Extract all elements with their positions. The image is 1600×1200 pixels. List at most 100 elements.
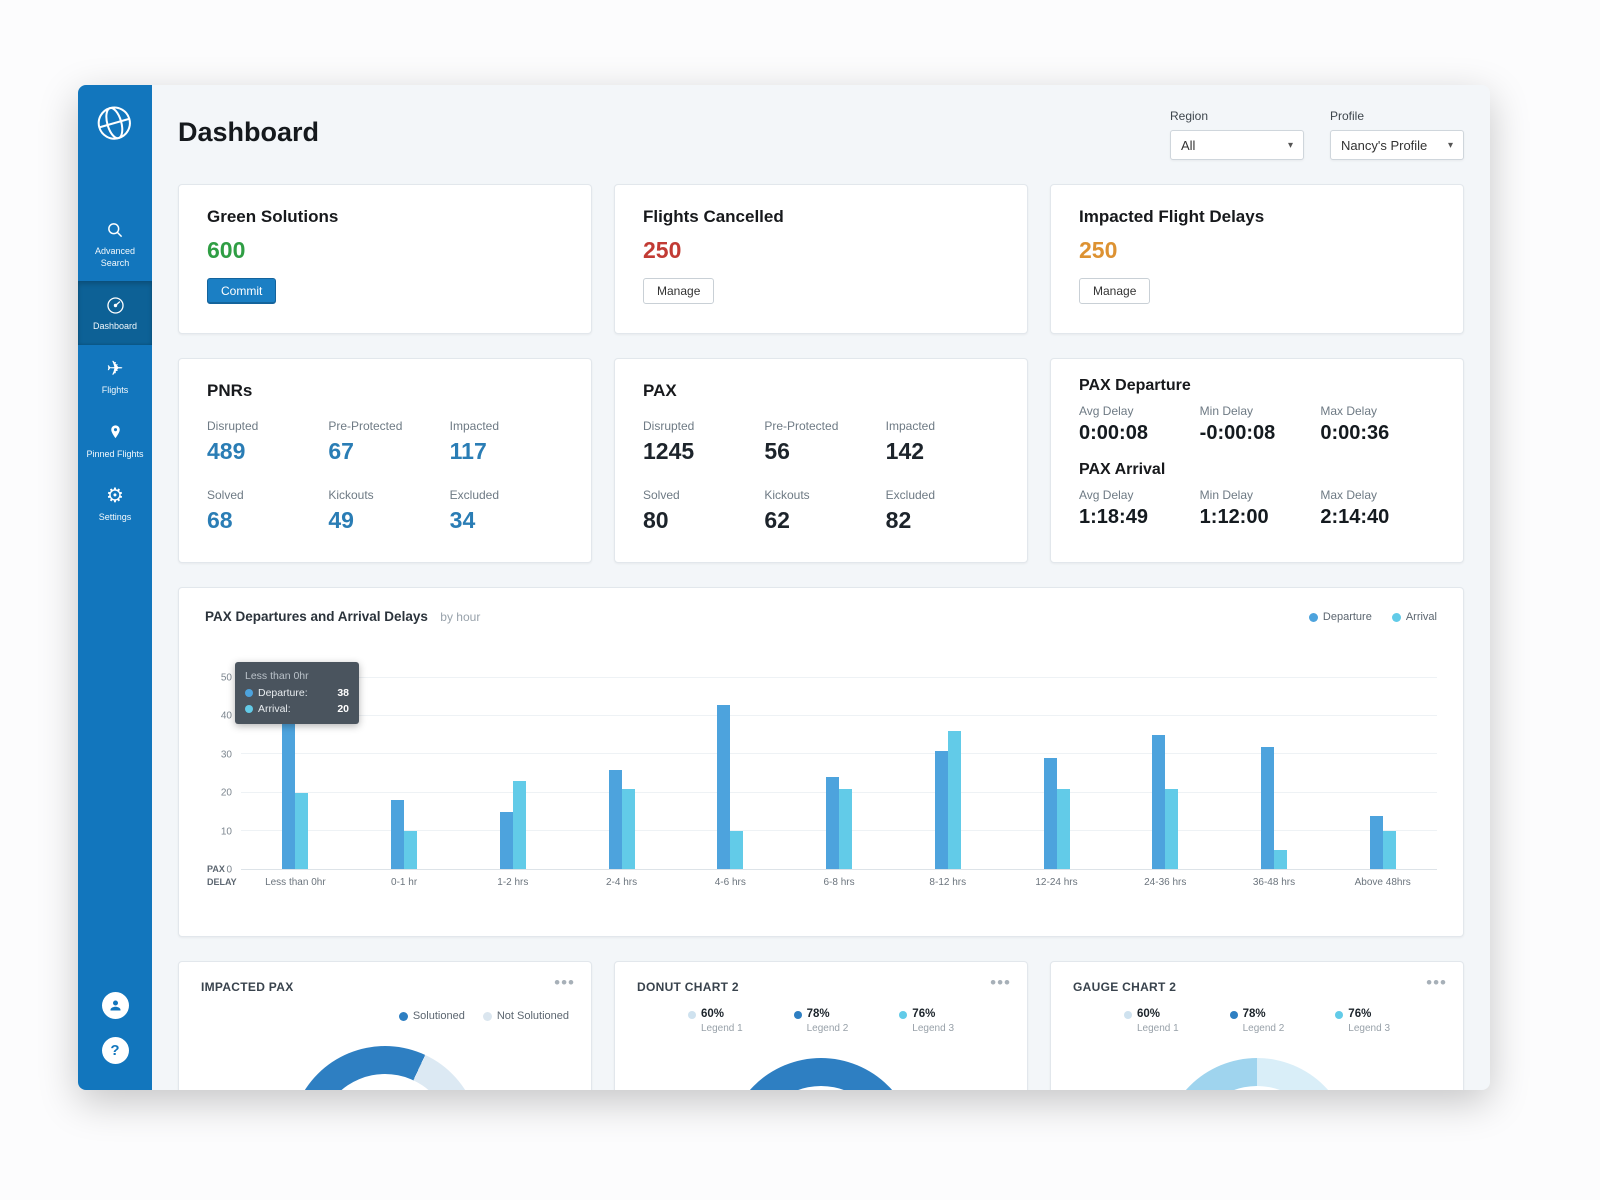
bar-group-7[interactable] [1002, 678, 1111, 869]
pax-delay-card: PAX Departure Avg Delay 0:00:08 Min Delay… [1050, 358, 1464, 563]
bar-group-0[interactable] [241, 678, 350, 869]
bar-departure-7[interactable] [1043, 758, 1057, 869]
pax-arrival-title: PAX Arrival [1079, 461, 1166, 478]
pax-departure-section: PAX Departure Avg Delay 0:00:08 Min Delay… [1079, 377, 1435, 445]
bar-group-4[interactable] [676, 678, 785, 869]
gauge-chart-2[interactable] [1162, 1058, 1352, 1090]
page-header: Dashboard Region All ▾ Profile Nancy's P… [178, 109, 1464, 160]
sidebar-item-label: Settings [98, 512, 132, 523]
legend-3[interactable]: 76% Legend 3 [1335, 1008, 1390, 1034]
sidebar-bottom: ? [101, 992, 129, 1090]
bar-arrival-1[interactable] [404, 830, 418, 869]
bar-arrival-10[interactable] [1382, 830, 1396, 869]
bar-departure-5[interactable] [826, 777, 840, 869]
gauge-chart-2-title: GAUGE CHART 2 [1073, 980, 1177, 994]
bar-arrival-9[interactable] [1273, 849, 1287, 869]
bar-arrival-5[interactable] [839, 788, 853, 869]
donut-chart-2-legend: 60% Legend 1 78% Legend 2 76% Legend 3 [637, 1008, 1005, 1034]
pax-card: PAX Disrupted 1245 Pre-Protected 56 Impact… [614, 358, 1028, 563]
sidebar-item-settings[interactable]: ⚙ Settings [78, 472, 152, 536]
legend-1-dot-icon [1123, 1011, 1132, 1019]
bar-group-1[interactable] [350, 678, 459, 869]
sidebar-item-dashboard[interactable]: Dashboard [78, 281, 152, 346]
pnrs-grid: Disrupted 489 Pre-Protected 67 Impacted 117… [207, 419, 563, 534]
donut-chart-2[interactable] [726, 1058, 916, 1090]
legend-1[interactable]: 60% Legend 1 [1123, 1008, 1179, 1034]
solutioned-dot-icon [398, 1011, 408, 1021]
x-category-label: 4-6 hrs [714, 877, 746, 888]
legend-3[interactable]: 76% Legend 3 [899, 1008, 954, 1034]
ellipsis-icon[interactable]: ••• [990, 973, 1011, 992]
legend-arrival[interactable]: Arrival [1391, 611, 1437, 623]
legend-3-dot-icon [1335, 1011, 1344, 1019]
impacted-pax-donut[interactable] [290, 1046, 480, 1090]
impacted-delays-value: 250 [1079, 237, 1118, 263]
bar-departure-2[interactable] [499, 811, 513, 869]
help-icon[interactable]: ? [101, 1037, 129, 1064]
user-icon[interactable] [101, 992, 129, 1019]
chart-legend: Departure Arrival [1289, 611, 1437, 623]
bar-arrival-3[interactable] [621, 788, 635, 869]
bar-group-5[interactable] [785, 678, 894, 869]
bottom-charts-row: IMPACTED PAX ••• Solutioned Not Solution… [178, 961, 1464, 1090]
pax-grid: Disrupted 1245 Pre-Protected 56 Impacted 14… [643, 419, 999, 534]
bar-group-9[interactable] [1220, 678, 1329, 869]
caret-down-icon: ▾ [1447, 139, 1453, 151]
commit-button[interactable]: Commit [207, 278, 277, 304]
bar-departure-0[interactable] [282, 723, 296, 869]
sidebar-item-flights[interactable]: ✈ Flights [78, 345, 152, 409]
x-axis-label: DELAY [207, 877, 237, 887]
bar-arrival-0[interactable] [295, 792, 309, 869]
profile-label: Profile [1330, 109, 1365, 123]
pax-delays-chart-card: PAX Departures and Arrival Delays by hou… [178, 587, 1464, 937]
pax-arrival-section: PAX Arrival Avg Delay 1:18:49 Min Delay 1:… [1079, 461, 1435, 529]
bar-group-10[interactable] [1328, 678, 1437, 869]
bar-group-8[interactable] [1111, 678, 1220, 869]
green-solutions-card: Green Solutions 600 Commit [178, 184, 592, 334]
departure-min-delay: Min Delay -0:00:08 [1199, 404, 1276, 444]
legend-departure[interactable]: Departure [1308, 611, 1372, 623]
manage-button[interactable]: Manage [643, 278, 715, 304]
bar-departure-9[interactable] [1260, 746, 1274, 869]
bar-departure-1[interactable] [391, 800, 405, 869]
bar-group-3[interactable] [567, 678, 676, 869]
profile-select[interactable]: Nancy's Profile ▾ [1330, 130, 1464, 160]
card-title: Impacted Flight Delays [1079, 207, 1265, 226]
ellipsis-icon[interactable]: ••• [1426, 973, 1447, 992]
legend-2[interactable]: 78% Legend 2 [1229, 1008, 1284, 1034]
bar-group-2[interactable] [458, 678, 567, 869]
profile-value: Nancy's Profile [1341, 137, 1428, 153]
stat-pre-protected: Pre-Protected 67 [328, 419, 403, 464]
departure-dot-icon [245, 689, 253, 697]
region-control: Region All ▾ [1170, 109, 1304, 160]
bar-arrival-4[interactable] [730, 830, 744, 869]
manage-button[interactable]: Manage [1079, 278, 1151, 304]
bar-departure-6[interactable] [934, 750, 948, 869]
legend-not-solutioned[interactable]: Not Solutioned [482, 1010, 569, 1022]
legend-2[interactable]: 78% Legend 2 [793, 1008, 848, 1034]
card-title: Flights Cancelled [643, 207, 784, 226]
bar-departure-8[interactable] [1152, 735, 1166, 869]
ellipsis-icon[interactable]: ••• [554, 973, 575, 992]
bar-departure-3[interactable] [608, 769, 622, 869]
arrival-max-delay: Max Delay 2:14:40 [1320, 488, 1390, 528]
impacted-flight-delays-card: Impacted Flight Delays 250 Manage [1050, 184, 1464, 334]
legend-solutioned[interactable]: Solutioned [398, 1010, 465, 1022]
bar-arrival-8[interactable] [1165, 788, 1179, 869]
sidebar-item-pinned-flights[interactable]: Pinned Flights [78, 409, 152, 473]
bar-departure-10[interactable] [1369, 815, 1383, 869]
bar-arrival-6[interactable] [947, 731, 961, 869]
bar-departure-4[interactable] [717, 704, 731, 869]
stat-solved: Solved 68 [207, 488, 244, 533]
bar-arrival-7[interactable] [1056, 788, 1070, 869]
stat-pre-protected: Pre-Protected 56 [764, 419, 839, 464]
region-select[interactable]: All ▾ [1170, 130, 1304, 160]
sidebar-item-advanced-search[interactable]: Advanced Search [78, 206, 152, 281]
chart-title: PAX Departures and Arrival Delays [205, 609, 428, 624]
bar-arrival-2[interactable] [512, 781, 526, 869]
tooltip-departure-row: Departure: 38 [245, 687, 349, 699]
legend-1[interactable]: 60% Legend 1 [687, 1008, 743, 1034]
bar-group-6[interactable] [893, 678, 1002, 869]
x-category-label: 6-8 hrs [823, 877, 855, 888]
not-solutioned-dot-icon [482, 1011, 492, 1021]
